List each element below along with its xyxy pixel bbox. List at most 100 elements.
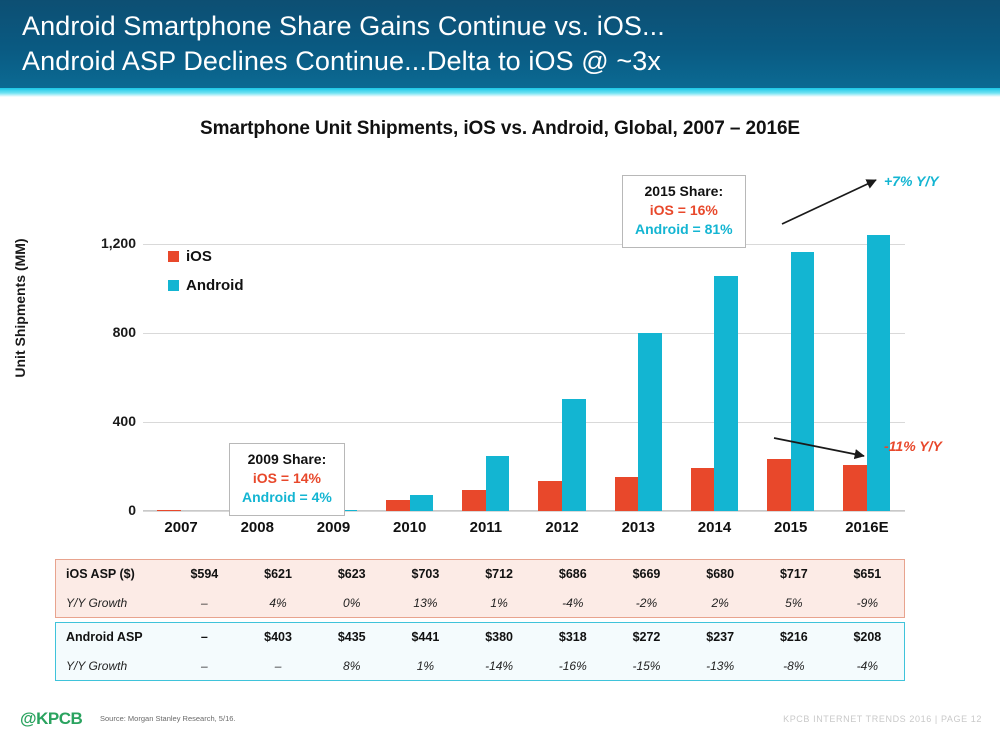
row-label: Y/Y Growth <box>66 658 128 673</box>
table-row: iOS ASP ($) $594 $621 $623 $703 $712 $686 $669 $… <box>56 560 905 589</box>
table-cell: 13% <box>413 595 438 610</box>
ios-growth-arrow-icon <box>773 437 865 460</box>
bar-ios-2011 <box>462 490 486 511</box>
x-tick-label-2015: 2015 <box>774 519 808 536</box>
table-cell: $208 <box>853 630 882 645</box>
table-cell: $686 <box>558 567 587 582</box>
table-cell: 1% <box>490 595 508 610</box>
bar-android-2016E <box>866 235 891 511</box>
table-cell: $435 <box>337 630 366 645</box>
bar-android-2009 <box>333 509 358 511</box>
table-cell: -16% <box>558 658 587 673</box>
callout-2015-share: 2015 Share: iOS = 16% Android = 81% <box>622 175 746 248</box>
bar-android-2011 <box>485 456 510 511</box>
gridline <box>143 244 905 246</box>
bar-group <box>538 222 586 511</box>
table-cell: $594 <box>190 567 219 582</box>
gridline <box>143 333 905 335</box>
bar-group <box>462 222 510 511</box>
source-note: Source: Morgan Stanley Research, 5/16. <box>100 714 236 723</box>
table-cell: 5% <box>785 595 803 610</box>
callout-2009-ios: iOS = 14% <box>252 470 321 486</box>
callout-2009-android: Android = 4% <box>242 489 332 505</box>
table-cell: -4% <box>562 595 584 610</box>
x-tick-label-2012: 2012 <box>545 519 579 536</box>
callout-2015-android: Android = 81% <box>635 221 733 237</box>
table-cell: -15% <box>632 658 661 673</box>
chart-plot-area <box>143 222 905 512</box>
bar-group <box>614 222 662 511</box>
footer-page-info: KPCB INTERNET TRENDS 2016 | PAGE 12 <box>783 714 982 724</box>
gridline <box>143 511 905 512</box>
android-growth-label: +7% Y/Y <box>884 173 939 189</box>
table-cell: -14% <box>485 658 514 673</box>
callout-2009-title: 2009 Share: <box>247 451 327 467</box>
bar-android-2013 <box>638 333 662 511</box>
chart-title: Smartphone Unit Shipments, iOS vs. Andro… <box>200 118 800 139</box>
chart-legend: iOS Android <box>168 248 244 306</box>
table-cell: $623 <box>337 567 366 582</box>
callout-2015-title: 2015 Share: <box>644 183 724 199</box>
table-cell: -4% <box>856 658 879 673</box>
bar-ios-2015 <box>767 459 791 511</box>
table-cell: -8% <box>783 658 805 673</box>
table-cell: 0% <box>343 595 361 610</box>
table-cell: $237 <box>706 630 735 645</box>
bar-ios-2012 <box>538 480 563 511</box>
legend-label: Android <box>186 277 244 294</box>
bar-group <box>690 222 739 511</box>
y-axis-ticks: 0 400 800 1,200 <box>70 222 136 518</box>
slide-header-band <box>0 0 1000 88</box>
bar-group <box>157 222 204 511</box>
table-cell: – <box>201 595 208 610</box>
bar-ios-2007 <box>157 509 182 511</box>
bar-group <box>386 222 434 511</box>
legend-swatch-ios-icon <box>168 251 179 262</box>
header-accent-stripe <box>0 88 1000 97</box>
x-tick-label-2007: 2007 <box>164 519 198 536</box>
bar-ios-2010 <box>386 500 410 511</box>
table-cell: $272 <box>632 630 661 645</box>
ios-asp-table: iOS ASP ($) $594 $621 $623 $703 $712 $686 $669 $… <box>55 559 905 618</box>
x-tick-label-2013: 2013 <box>621 519 655 536</box>
table-row: Y/Y Growth – – 8% 1% -14% -16% -15% -13% -8% -4% <box>56 652 905 681</box>
x-tick-label-2009: 2009 <box>316 519 351 536</box>
table-cell: – <box>274 658 282 673</box>
table-cell: $703 <box>411 567 440 582</box>
y-tick-label: 1,200 <box>100 235 136 252</box>
table-cell: -9% <box>856 595 879 610</box>
bar-ios-2014 <box>690 468 715 511</box>
table-row: Android ASP – $403 $435 $441 $380 $318 $272 $237… <box>56 623 905 652</box>
row-label: Android ASP <box>66 630 143 645</box>
x-tick-label-2010: 2010 <box>393 519 427 536</box>
slide-header-title: Android Smartphone Share Gains Continue … <box>22 11 665 76</box>
table-cell: – <box>201 658 208 673</box>
gridline <box>143 422 905 424</box>
android-asp-table: Android ASP – $403 $435 $441 $380 $318 $272 $237… <box>55 622 905 681</box>
callout-2015-ios: iOS = 16% <box>649 202 718 218</box>
table-cell: -2% <box>635 595 658 610</box>
callout-2009-share: 2009 Share: iOS = 14% Android = 4% <box>229 443 345 516</box>
x-axis-labels: 2007 2008 2009 2010 2011 2012 2013 2014 2015 2016… <box>143 519 905 545</box>
table-cell: $651 <box>853 567 882 582</box>
y-tick-label: 800 <box>112 324 136 341</box>
x-tick-label-2011: 2011 <box>469 519 503 536</box>
table-cell: $441 <box>411 630 440 645</box>
table-cell: $680 <box>706 567 735 582</box>
table-cell: $669 <box>632 567 661 582</box>
table-cell: $621 <box>264 567 292 582</box>
y-tick-label: 400 <box>112 413 136 430</box>
x-tick-label-2016E: 2016E <box>845 519 889 536</box>
legend-item-ios: iOS <box>168 248 244 265</box>
table-row: Y/Y Growth – 4% 0% 13% 1% -4% -2% 2% 5% -9% <box>56 589 905 618</box>
table-cell: $318 <box>558 630 587 645</box>
table-cell: $380 <box>485 630 513 645</box>
legend-item-android: Android <box>168 277 244 294</box>
table-cell: 2% <box>711 595 729 610</box>
table-cell: – <box>200 630 208 645</box>
legend-label: iOS <box>186 248 212 265</box>
bar-android-2015 <box>790 252 815 511</box>
bar-ios-2016E <box>843 464 867 511</box>
android-growth-arrow-icon <box>781 179 877 225</box>
